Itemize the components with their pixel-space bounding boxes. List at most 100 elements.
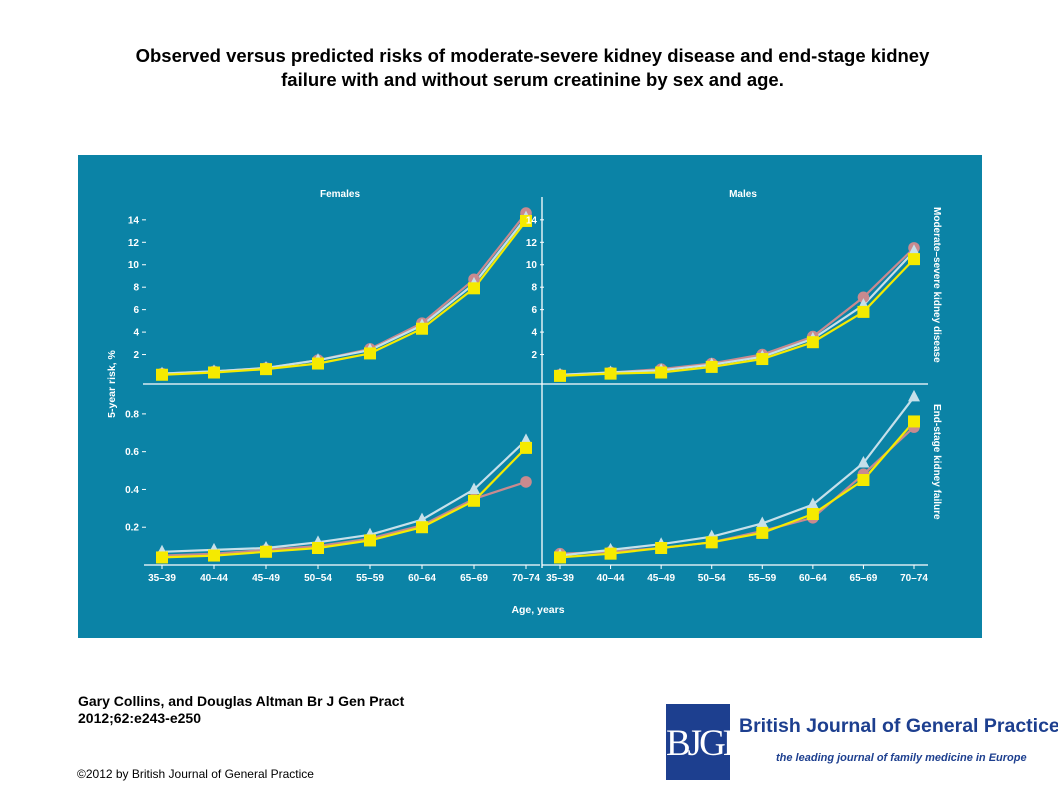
data-point-square	[364, 347, 376, 360]
data-point-square	[806, 508, 819, 520]
y-tick-label: 8	[531, 283, 537, 294]
series-line-circle	[161, 480, 527, 557]
data-point-square	[554, 369, 566, 382]
slide-title-line-2: failure with and without serum creatinin…	[281, 69, 784, 90]
citation-line-1: Gary Collins, and Douglas Altman Br J Ge…	[78, 693, 405, 709]
data-point-square	[208, 366, 220, 379]
data-point-square	[756, 353, 769, 366]
journal-tagline: the leading journal of family medicine i…	[776, 752, 1027, 764]
data-point-square	[416, 322, 428, 335]
data-point-square	[156, 368, 168, 381]
y-tick-label: 10	[526, 260, 538, 271]
y-axis-label: 5-year risk, %	[106, 349, 118, 417]
y-tick-label: 6	[531, 305, 537, 316]
data-point-triangle	[806, 497, 819, 510]
data-point-square	[364, 534, 376, 547]
x-tick-label: 55–59	[356, 573, 384, 584]
data-point-square	[908, 253, 920, 266]
x-tick-label: 35–39	[148, 573, 176, 584]
x-tick-label: 50–54	[698, 573, 726, 584]
citation: Gary Collins, and Douglas Altman Br J Ge…	[78, 693, 404, 727]
data-point-circle	[857, 291, 870, 304]
data-point-square	[312, 357, 324, 370]
x-tick-label: 65–69	[460, 573, 488, 584]
journal-name: British Journal of General Practice	[739, 715, 1058, 737]
slide-title: Observed versus predicted risks of moder…	[40, 44, 1025, 92]
data-point-square	[908, 415, 920, 428]
y-tick-label: 0.8	[125, 409, 139, 420]
series-line-triangle	[559, 250, 915, 376]
series-line-square	[161, 220, 527, 376]
x-tick-label: 40–44	[200, 573, 228, 584]
y-tick-label: 2	[133, 350, 139, 361]
data-point-square	[655, 542, 668, 554]
data-point-square	[857, 305, 870, 318]
x-tick-label: 60–64	[408, 573, 436, 584]
bjgp-logo: BJGP	[666, 704, 743, 780]
data-point-circle	[520, 476, 532, 488]
x-tick-label: 60–64	[799, 573, 827, 584]
x-tick-label: 55–59	[748, 573, 776, 584]
copyright-notice: ©2012 by British Journal of General Prac…	[77, 767, 314, 781]
y-tick-label: 0.4	[125, 485, 139, 496]
y-tick-label: 14	[128, 215, 140, 226]
y-tick-label: 10	[128, 260, 140, 271]
data-point-square	[806, 336, 819, 349]
row-label-bottom: End-stage kidney failure	[931, 404, 942, 520]
y-tick-label: 14	[526, 215, 538, 226]
series-line-square	[559, 420, 915, 559]
x-tick-label: 65–69	[850, 573, 878, 584]
x-tick-label: 50–54	[304, 573, 332, 584]
data-point-triangle	[468, 482, 480, 494]
data-point-square	[705, 536, 718, 549]
x-tick-label: 45–49	[647, 573, 675, 584]
data-point-triangle	[756, 516, 769, 528]
series-line-square	[559, 258, 915, 377]
y-tick-label: 12	[128, 238, 140, 249]
y-tick-label: 2	[531, 350, 537, 361]
data-point-square	[857, 474, 870, 486]
series-line-triangle	[559, 396, 915, 557]
data-point-triangle	[908, 389, 920, 402]
col-title-females: Females	[320, 189, 360, 200]
y-tick-label: 12	[526, 238, 538, 249]
slide-title-line-1: Observed versus predicted risks of moder…	[135, 45, 930, 66]
series-line-triangle	[161, 439, 527, 553]
data-point-square	[208, 549, 220, 562]
y-tick-label: 6	[133, 305, 139, 316]
data-point-square	[468, 494, 480, 507]
y-tick-label: 0.6	[125, 447, 139, 458]
citation-line-2: 2012;62:e243-e250	[78, 710, 201, 726]
data-point-triangle	[908, 244, 920, 256]
col-title-males: Males	[729, 189, 757, 200]
x-tick-label: 35–39	[546, 573, 574, 584]
data-point-square	[260, 545, 272, 558]
x-tick-label: 70–74	[512, 573, 540, 584]
figure-background	[78, 155, 982, 638]
chart-figure: Females Males 5-year risk, % Age, years …	[78, 155, 982, 638]
figure-panel: Females Males 5-year risk, % Age, years …	[78, 155, 982, 638]
x-tick-label: 70–74	[900, 573, 928, 584]
x-tick-label: 45–49	[252, 573, 280, 584]
data-point-square	[468, 282, 480, 295]
series-line-square	[161, 447, 527, 559]
data-point-square	[554, 551, 566, 564]
data-point-square	[756, 526, 769, 539]
y-tick-label: 8	[133, 283, 139, 294]
x-axis-label: Age, years	[511, 604, 564, 616]
data-point-square	[604, 547, 617, 560]
bjgp-logo-mark: BJGP	[666, 723, 743, 764]
data-point-square	[604, 367, 617, 380]
y-tick-label: 0.2	[125, 523, 139, 534]
data-point-square	[520, 214, 532, 227]
data-point-square	[260, 363, 272, 376]
data-point-square	[312, 542, 324, 554]
data-point-square	[520, 441, 532, 454]
data-point-square	[416, 521, 428, 534]
data-point-square	[655, 366, 668, 379]
data-point-triangle	[857, 456, 870, 468]
x-tick-label: 40–44	[597, 573, 625, 584]
y-tick-label: 4	[133, 328, 139, 339]
data-point-square	[156, 551, 168, 564]
y-tick-label: 4	[531, 328, 537, 339]
